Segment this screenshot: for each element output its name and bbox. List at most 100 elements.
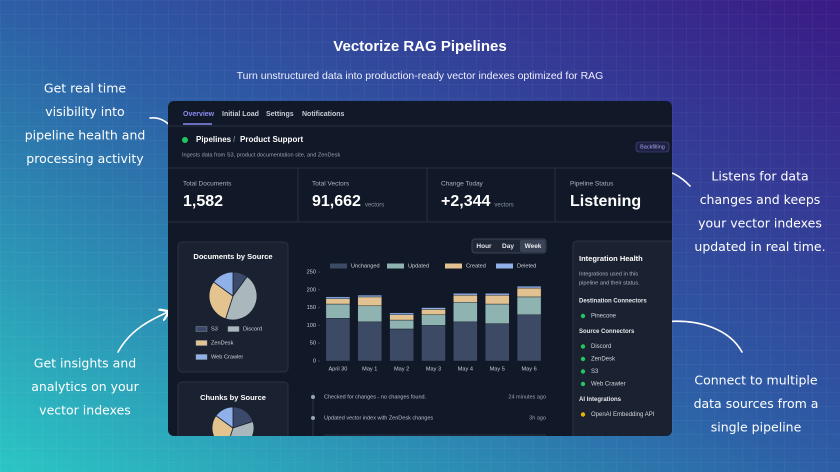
bar-segment [389, 312, 414, 315]
callout-line: single pipeline [711, 420, 802, 435]
callout-line: data sources from a [694, 396, 819, 411]
bar-segment [421, 325, 446, 362]
pie-slice [211, 415, 234, 436]
legend-swatch [195, 354, 208, 360]
activity-time: 3h ago [529, 415, 546, 421]
bar-segment [453, 294, 478, 303]
status-dot [580, 412, 586, 417]
bar-segment [485, 323, 510, 362]
bar-segment [325, 303, 351, 319]
activity-text: Updated vector index with ZenDesk change… [324, 415, 433, 421]
bar-segment [389, 328, 414, 362]
legend-label: Updated [408, 263, 429, 269]
callout-line: vector indexes [39, 403, 131, 418]
bar-segment [421, 307, 446, 310]
bar-segment [389, 319, 414, 330]
chart-title: Chunks by Source [200, 393, 266, 402]
x-tick-label: April 30 [328, 366, 347, 372]
card [572, 240, 672, 436]
bar-segment [357, 294, 382, 298]
y-tick-label: 0 [313, 358, 316, 364]
integration-item: Pinecone [591, 314, 617, 320]
integration-item: OpenAI Embedding API [591, 412, 655, 418]
callout-line: Get real time [44, 81, 126, 96]
range-button[interactable]: Week [525, 243, 542, 250]
integration-item: ZenDesk [591, 357, 616, 363]
legend-swatch [195, 340, 208, 346]
bar-segment [357, 296, 382, 307]
legend-label: Deleted [517, 263, 536, 269]
dashboard: Overview Initial Load Settings Notification… [168, 101, 672, 436]
legend-label: S3 [211, 326, 218, 332]
callout-line: visibility into [45, 104, 124, 119]
status-dot [580, 381, 586, 387]
callout-line: processing activity [26, 151, 144, 166]
status-dot [580, 369, 586, 374]
status-dot [182, 137, 188, 143]
range-button[interactable]: Day [502, 243, 514, 250]
stat-value: Listening [570, 193, 641, 210]
stat-unit: vectors [494, 203, 513, 209]
arrow [662, 321, 743, 353]
stat-label: Pipeline Status [570, 181, 614, 188]
stat-label: Total Documents [183, 181, 232, 188]
legend-swatch [330, 263, 347, 269]
x-tick-label: May 6 [521, 366, 536, 372]
bar-segment [516, 296, 542, 315]
y-tick-label: 100 [307, 323, 316, 329]
bar-segment [325, 318, 351, 362]
stat-unit: vectors [365, 203, 384, 209]
arrow [117, 312, 168, 353]
subtitle: Turn unstructured data into production-r… [237, 70, 604, 82]
bar-segment [325, 296, 351, 299]
x-tick-label: May 2 [394, 366, 409, 372]
legend-label: Created [466, 263, 486, 269]
bar-segment [516, 287, 542, 298]
stat-value: 91,662 [312, 193, 361, 210]
legend-swatch [445, 263, 462, 269]
bar-segment [485, 294, 510, 305]
timeline-dot [311, 395, 315, 399]
legend-label: Web Crawler [211, 354, 243, 360]
pie-slice [215, 406, 234, 429]
tab[interactable]: Notifications [302, 111, 344, 118]
pie-slice [225, 276, 258, 321]
stat-label: Change Today [441, 181, 484, 188]
legend-label: Unchanged [351, 263, 380, 269]
bar-segment [357, 321, 382, 362]
status-dot [580, 344, 586, 349]
y-tick-label: 50 [310, 341, 316, 347]
badge: Backfilling [640, 144, 665, 150]
x-tick-label: May 4 [458, 366, 473, 372]
range-active [520, 240, 545, 252]
range-button[interactable]: Hour [476, 243, 492, 250]
legend-swatch [227, 326, 240, 332]
activity-text: Checked for changes - no changes found. [324, 394, 427, 400]
status-dot [580, 313, 586, 319]
x-tick-label: May 5 [490, 366, 505, 372]
status-dot [580, 356, 586, 362]
callout-line: changes and keeps [700, 192, 821, 207]
timeline-dot [311, 416, 315, 420]
card-title: Integration Health [579, 254, 643, 263]
pie-slice [208, 281, 234, 320]
tab[interactable]: Settings [266, 111, 294, 118]
legend-swatch [195, 326, 208, 332]
section-title: Source Connectors [579, 329, 635, 335]
card-description: Integrations used in this [579, 271, 638, 277]
callout-line: pipeline health and [25, 128, 146, 143]
bar-segment [453, 302, 478, 323]
callout-line: analytics on your [31, 379, 139, 394]
stat-value: 1,582 [183, 193, 223, 210]
legend-swatch [387, 263, 404, 269]
callout-line: Listens for data [711, 169, 808, 184]
tab[interactable]: Overview [183, 111, 215, 118]
bar-segment [325, 298, 351, 305]
tab[interactable]: Initial Load [222, 111, 259, 118]
bar-segment [485, 293, 510, 296]
breadcrumb: / [233, 135, 236, 144]
x-tick-label: May 3 [426, 366, 441, 372]
title: Vectorize RAG Pipelines [333, 38, 506, 55]
